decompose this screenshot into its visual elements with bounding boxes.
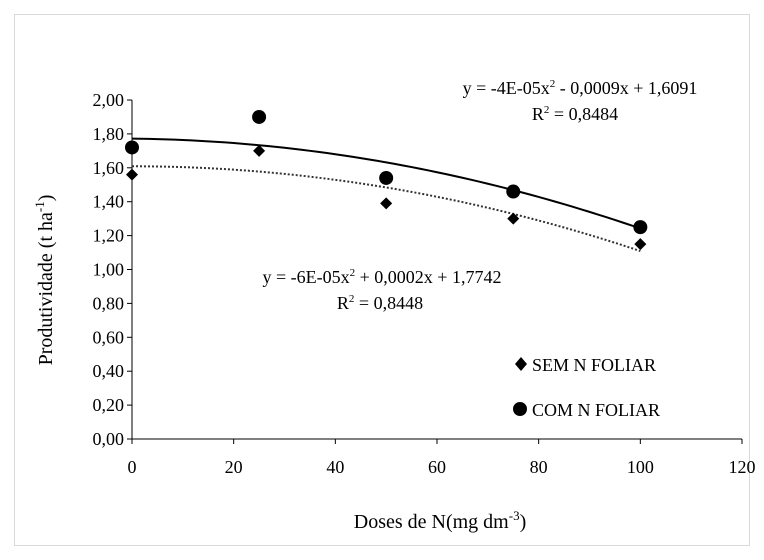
axes: 0,00 0,20 0,40 0,60 0,80 1,00 1,20 1,40 1,60 1,80… [93, 90, 756, 477]
trend-line-com [131, 137, 641, 230]
x-axis-label-main: Doses de N(mg dm [354, 511, 509, 533]
y-axis-label-close: ) [35, 195, 57, 202]
trend-lines [131, 137, 641, 252]
point-com [506, 184, 521, 199]
x-tick-label: 60 [428, 457, 446, 477]
point-com [252, 109, 267, 124]
legend-item-com: COM N FOLIAR [513, 400, 660, 420]
point-sem [253, 144, 266, 157]
legend-diamond-marker [515, 357, 527, 371]
y-tick-label: 0,60 [93, 327, 125, 347]
y-tick-label: 1,00 [93, 260, 125, 280]
eq-mid-l1-post: + 0,0002x + 1,7742 [355, 267, 501, 287]
x-tick-label: 80 [530, 457, 548, 477]
eq-top-l2-post: = 0,8484 [549, 104, 618, 124]
eq-mid-l2-sup: 2 [349, 293, 355, 305]
x-axis-label: Doses de N(mg dm-3) [354, 508, 527, 533]
eq-mid-l1-pre: y = -6E-05x [263, 267, 350, 287]
legend-label-sem: SEM N FOLIAR [532, 355, 656, 375]
y-axis-label-sup: -1 [32, 201, 47, 212]
legend-item-sem: SEM N FOLIAR [515, 355, 656, 375]
x-axis-label-sup: -3 [509, 508, 520, 523]
point-sem [507, 212, 520, 225]
eq-mid-l2-post: = 0,8448 [354, 293, 423, 313]
point-sem [634, 238, 647, 251]
x-tick-label: 20 [225, 457, 243, 477]
y-tick-label: 1,20 [93, 226, 125, 246]
legend-circle-marker [513, 402, 527, 416]
point-com [125, 140, 139, 155]
eq-mid-l2-pre: R [337, 293, 349, 313]
eq-top-l2-sup: 2 [544, 104, 550, 116]
x-tick-label: 100 [627, 457, 654, 477]
y-tick-label: 0,00 [93, 429, 125, 449]
y-tick-label: 0,40 [93, 361, 125, 381]
eq-top-l1-pre: y = -4E-05x [463, 78, 550, 98]
point-com [633, 220, 648, 235]
point-sem [380, 197, 393, 210]
legend-label-com: COM N FOLIAR [532, 400, 660, 420]
x-tick-label: 120 [729, 457, 756, 477]
y-axis-label-main: Produtividade (t ha [35, 212, 57, 365]
y-tick-label: 1,40 [93, 192, 125, 212]
equation-mid-line1: y = -6E-05x2 + 0,0002x + 1,7742 [263, 267, 502, 287]
x-tick-label: 40 [326, 457, 344, 477]
eq-top-l2-pre: R [532, 104, 544, 124]
eq-mid-l1-sup: 2 [350, 267, 356, 279]
x-tick-label: 0 [128, 457, 137, 477]
y-tick-label: 0,80 [93, 293, 125, 313]
point-sem [126, 168, 138, 181]
y-tick-label: 1,80 [93, 124, 125, 144]
chart-frame [14, 14, 750, 546]
legend: SEM N FOLIAR COM N FOLIAR [513, 355, 660, 420]
y-tick-label: 1,60 [93, 158, 125, 178]
equation-mid-line2: R2 = 0,8448 [337, 293, 423, 313]
data-points [125, 109, 648, 251]
eq-top-l1-sup: 2 [550, 78, 556, 90]
eq-top-l1-post: - 0,0009x + 1,6091 [555, 78, 697, 98]
equation-top-line2: R2 = 0,8484 [532, 104, 618, 124]
equation-top-line1: y = -4E-05x2 - 0,0009x + 1,6091 [463, 78, 698, 98]
x-axis-label-close: ) [520, 511, 527, 533]
trend-line-sem [131, 165, 641, 252]
y-tick-label: 0,20 [93, 395, 125, 415]
y-tick-label: 2,00 [93, 90, 125, 110]
y-axis-label: Produtividade (t ha-1) [32, 195, 57, 366]
point-com [379, 170, 394, 185]
